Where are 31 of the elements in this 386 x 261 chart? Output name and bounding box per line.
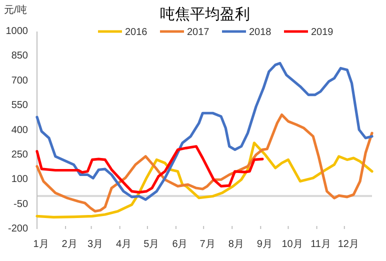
- x-tick-label: 3月: [88, 239, 104, 250]
- x-tick-label: 9月: [256, 239, 272, 250]
- line-series: [36, 145, 264, 194]
- x-tick-label: 12月: [338, 239, 359, 250]
- x-tick-label: 5月: [144, 239, 160, 250]
- x-tick-label: 8月: [228, 239, 244, 250]
- x-tick-label: 4月: [116, 239, 132, 250]
- line-series: [36, 142, 374, 218]
- line-series: [36, 113, 374, 213]
- legend-label: 2019: [311, 27, 334, 38]
- y-tick-label: 850: [11, 50, 28, 62]
- y-tick-label: -200: [8, 224, 28, 234]
- x-tick-label: 7月: [200, 239, 216, 250]
- legend-label: 2017: [187, 27, 210, 38]
- line-series: [36, 62, 374, 201]
- y-tick-label: 550: [11, 100, 28, 112]
- y-tick-label: 100: [11, 174, 28, 186]
- x-tick-label: 10月: [282, 239, 303, 250]
- y-tick-label: 400: [11, 124, 28, 136]
- x-tick-label: 1月: [33, 239, 49, 250]
- y-axis-title: 元/吨: [4, 4, 27, 16]
- chart-title: 吨焦平均盈利: [160, 5, 250, 23]
- y-tick-label: 1000: [6, 26, 28, 37]
- y-tick-label: 250: [11, 149, 28, 160]
- y-tick-label: -50: [14, 198, 28, 210]
- x-tick-label: 11月: [310, 239, 331, 250]
- x-tick-label: 6月: [172, 239, 188, 250]
- x-tick-label: 2月: [62, 239, 78, 250]
- legend-label: 2016: [125, 27, 148, 38]
- y-tick-label: 700: [11, 75, 28, 86]
- legend-label: 2018: [249, 27, 272, 38]
